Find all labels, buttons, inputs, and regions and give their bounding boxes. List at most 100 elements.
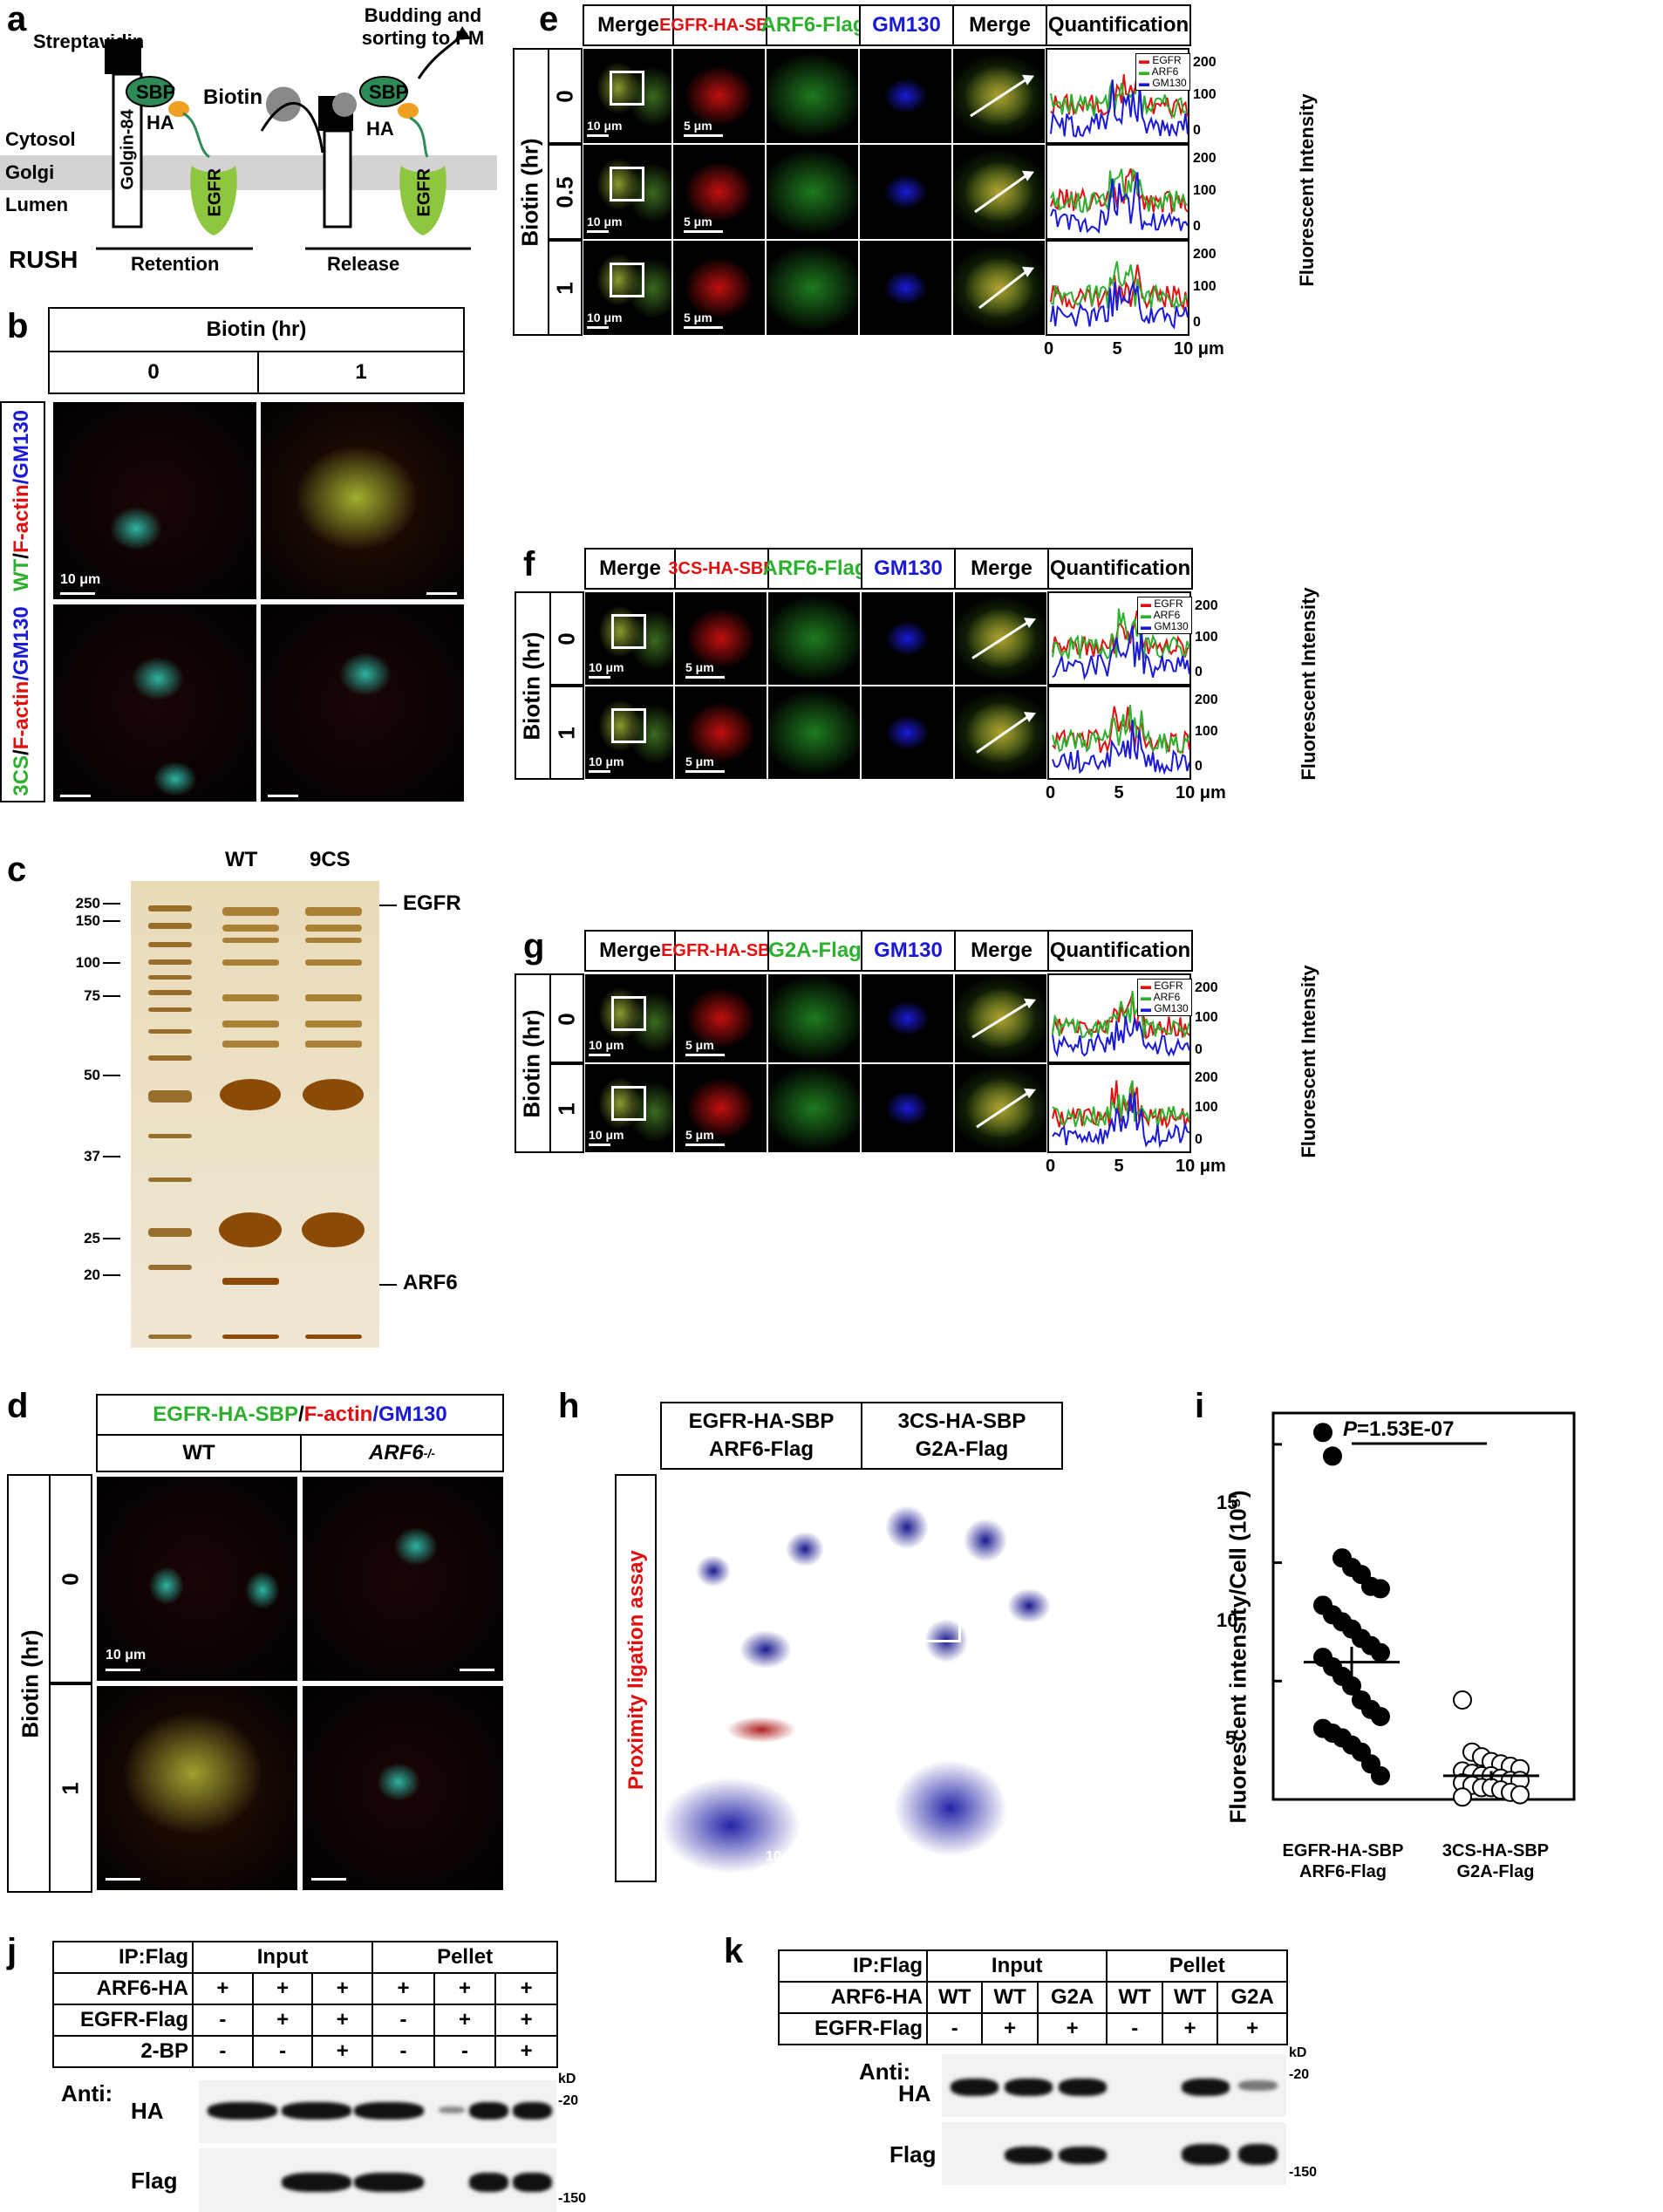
e-trace-2-1 — [1050, 261, 1189, 310]
g-row-1: 1 — [553, 1102, 580, 1116]
e-image-r2-c4 — [952, 240, 1046, 336]
golgi-label: Golgi — [5, 161, 55, 183]
e-image-r1-c0: 10 μm — [583, 144, 672, 240]
i-point-0-20 — [1371, 1707, 1390, 1726]
d-title: EGFR-HA-SBP / F-actin/GM130 — [96, 1394, 504, 1436]
rush-label: RUSH — [9, 246, 78, 273]
e-col-5: Quantification — [1046, 4, 1191, 46]
b-row1-label: WT/F-actin/GM130 — [10, 409, 33, 592]
f-ylabel: Fluorescent Intensity — [1298, 587, 1319, 781]
j-flag: Flag — [131, 2168, 178, 2194]
panel-label-i: i — [1195, 1387, 1205, 1425]
rush-diagram — [0, 26, 497, 250]
f-plot-r1 — [1047, 686, 1191, 780]
panel-label-e: e — [539, 0, 559, 38]
h-col-2: 3CS-HA-SBP G2A-Flag — [861, 1402, 1063, 1470]
j-table: IP:Flag Input Pellet ARF6-HA + + + + + + EGFR-Fl… — [52, 1941, 558, 2068]
k-flag: Flag — [889, 2141, 937, 2168]
k-m20: -20 — [1289, 2067, 1310, 2082]
e-plot-r2 — [1046, 240, 1189, 336]
f-col-1: 3CS-HA-SBP — [668, 548, 775, 590]
e-image-r2-c3 — [859, 240, 952, 336]
h-image-top-2 — [862, 1474, 1061, 1673]
lumen-label: Lumen — [5, 194, 69, 215]
h-image-top-1: 10 μm — [660, 1474, 859, 1673]
egfr-label-2: EGFR — [414, 167, 434, 217]
panel-label-b: b — [7, 307, 29, 345]
f-image-r1-c1: 5 μm — [674, 686, 767, 780]
i-point-0-0 — [1313, 1423, 1332, 1443]
b-side-box — [0, 401, 45, 802]
c-egfr-label: EGFR — [403, 891, 461, 915]
g-col-5: Quantification — [1047, 930, 1193, 972]
i-group-1: EGFR-HA-SBP ARF6-Flag — [1282, 1841, 1404, 1881]
f-side-label: Biotin (hr) — [518, 632, 545, 741]
f-image-r0-c0: 10 μm — [584, 591, 674, 686]
e-image-r0-c1: 5 μm — [672, 48, 766, 144]
g-image-r0-c1: 5 μm — [674, 973, 767, 1063]
i-point-1-21 — [1453, 1787, 1472, 1807]
e-col-2: ARF6-Flag — [761, 4, 866, 46]
e-col-0: Merge — [583, 4, 674, 46]
j-m20: -20 — [558, 2093, 579, 2108]
g-image-r0-c0: 10 μm — [584, 973, 674, 1063]
e-image-r2-c1: 5 μm — [672, 240, 766, 336]
f-trace-1-1 — [1052, 705, 1190, 754]
i-ytick-5: 5 — [1225, 1727, 1237, 1749]
b-row2-label: 3CS/F-actin/GM130 — [10, 606, 33, 796]
g-image-r0-c2 — [767, 973, 861, 1063]
j-kd: kD — [558, 2072, 576, 2086]
b-image-3cs-0 — [52, 604, 257, 802]
k-ha: HA — [898, 2080, 931, 2106]
g-trace-0-1 — [1052, 990, 1190, 1041]
g-plot-r0 — [1047, 973, 1191, 1063]
d-col-arf6: ARF6 -/- — [300, 1434, 504, 1472]
j-m150: -150 — [558, 2191, 587, 2206]
b-image-wt-1 — [260, 401, 465, 600]
e-image-r1-c3 — [859, 144, 952, 240]
g-side-label: Biotin (hr) — [518, 1009, 545, 1118]
g-row-0: 0 — [553, 1012, 580, 1026]
e-image-r0-c3 — [859, 48, 952, 144]
d-image-wt-1 — [96, 1685, 298, 1891]
c-arf6-label: ARF6 — [403, 1271, 458, 1294]
c-gel-bands — [148, 905, 365, 1339]
e-row-2: 1 — [551, 282, 578, 295]
g-trace-1-0 — [1052, 1080, 1190, 1130]
e-side-label: Biotin (hr) — [516, 138, 543, 247]
k-blot-flag — [942, 2122, 1286, 2185]
ha-label-2: HA — [366, 118, 394, 140]
i-point-1-20 — [1510, 1785, 1530, 1805]
f-image-r1-c2 — [767, 686, 861, 780]
i-ytick-10: 10 — [1217, 1609, 1238, 1631]
panel-label-k: k — [724, 1932, 744, 1970]
e-row-1: 0.5 — [551, 176, 578, 208]
g-legend: ▬ EGFR ▬ ARF6 ▬ GM130 — [1137, 979, 1192, 1016]
sbp-label-2: SBP — [369, 81, 409, 103]
k-m150: -150 — [1289, 2165, 1318, 2180]
c-marker-ticks — [103, 903, 120, 1276]
f-row-0: 0 — [553, 632, 580, 645]
f-image-r1-c0: 10 μm — [584, 686, 674, 780]
e-trace-1-1 — [1050, 167, 1189, 214]
i-pvalue: P=1.53E-07 — [1343, 1417, 1455, 1441]
e-col-4: Merge — [952, 4, 1047, 46]
g-trace-1-2 — [1052, 1092, 1190, 1149]
h-image-bottom-2 — [862, 1676, 1061, 1882]
f-col-0: Merge — [584, 548, 676, 590]
i-plot-frame — [1271, 1411, 1576, 1801]
e-trace-0-1 — [1050, 79, 1189, 119]
f-image-r0-c3 — [861, 591, 954, 686]
e-image-r1-c2 — [766, 144, 859, 240]
panel-label-d: d — [7, 1387, 29, 1425]
d-image-wt-0: 10 μm — [96, 1476, 298, 1682]
panel-label-g: g — [523, 927, 545, 966]
f-image-r0-c1: 5 μm — [674, 591, 767, 686]
e-image-r0-c0: 10 μm — [583, 48, 672, 144]
e-image-r0-c2 — [766, 48, 859, 144]
f-col-3: GM130 — [861, 548, 956, 590]
f-legend: ▬ EGFR ▬ ARF6 ▬ GM130 — [1137, 597, 1192, 634]
d-row-1: 1 — [57, 1782, 84, 1795]
g-col-2: G2A-Flag — [767, 930, 862, 972]
g-col-4: Merge — [954, 930, 1049, 972]
